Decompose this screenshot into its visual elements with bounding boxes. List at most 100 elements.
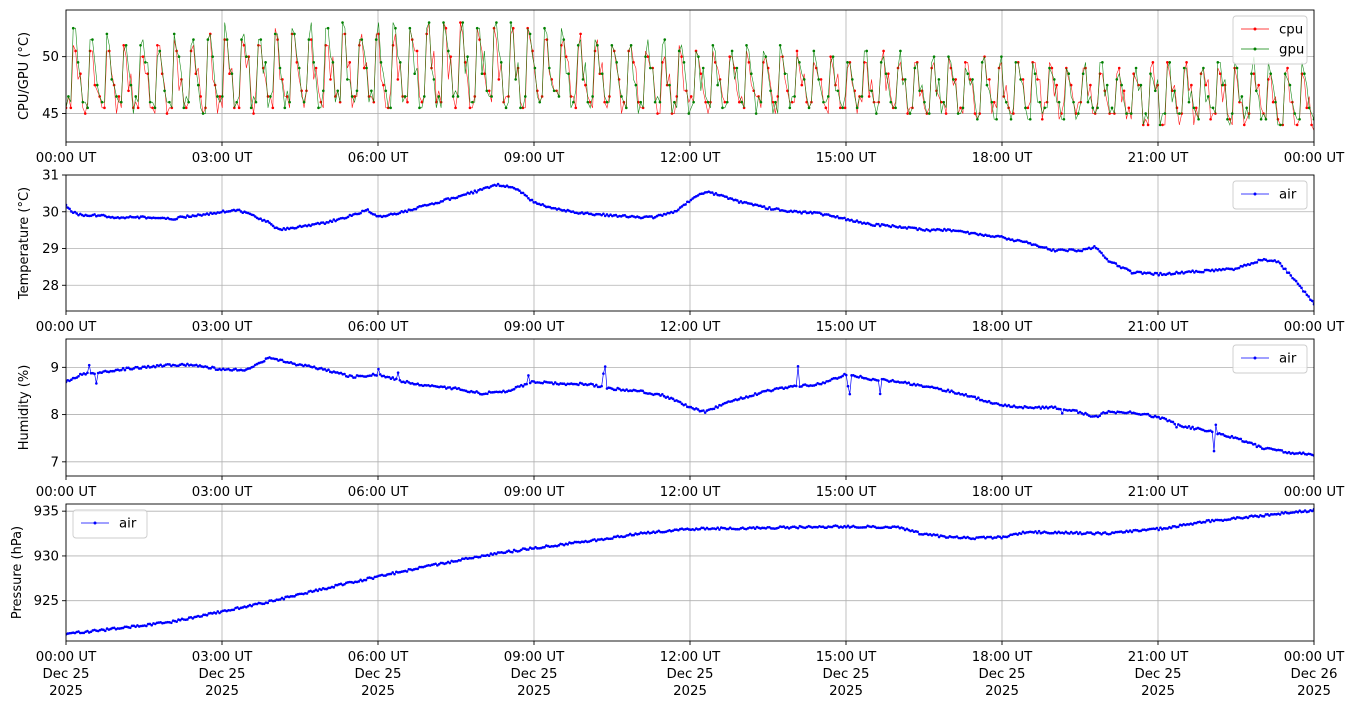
data-point-air xyxy=(594,539,598,543)
data-point-air xyxy=(205,365,209,369)
data-point-air xyxy=(86,371,89,375)
data-point-gpu xyxy=(596,43,599,47)
data-point-gpu xyxy=(163,89,166,93)
data-point-gpu xyxy=(331,61,335,64)
data-point-gpu xyxy=(418,106,421,110)
data-point-air xyxy=(518,189,521,192)
data-point-air xyxy=(664,213,668,216)
data-point-air xyxy=(1007,534,1010,538)
data-point-air xyxy=(1069,530,1073,534)
data-point-gpu xyxy=(398,61,402,64)
data-point-air xyxy=(891,378,894,382)
data-point-gpu xyxy=(456,95,460,98)
y-tick-label: 925 xyxy=(34,594,59,609)
data-point-air xyxy=(216,610,220,613)
data-point-cpu xyxy=(362,66,366,70)
data-point-air xyxy=(739,199,743,203)
data-point-air xyxy=(703,411,707,414)
data-point-cpu xyxy=(1050,66,1054,70)
data-point-air xyxy=(541,381,545,385)
data-point-air xyxy=(237,208,241,212)
legend: air xyxy=(1232,180,1308,210)
data-point-air xyxy=(389,572,393,576)
data-point-air xyxy=(671,211,675,215)
data-point-air xyxy=(1003,403,1007,406)
data-point-gpu xyxy=(1245,106,1248,110)
data-point-gpu xyxy=(552,89,556,93)
data-point-air xyxy=(782,525,786,528)
x-tick-date-label: Dec 25 xyxy=(199,667,246,682)
data-point-air xyxy=(1250,441,1253,445)
data-point-gpu xyxy=(408,26,412,30)
data-point-air xyxy=(948,228,952,231)
x-tick-year-label: 2025 xyxy=(673,684,707,699)
data-point-gpu xyxy=(653,100,657,104)
data-point-cpu xyxy=(1089,83,1092,87)
data-point-air xyxy=(518,385,521,388)
data-point-air xyxy=(293,362,296,366)
data-point-air xyxy=(919,384,923,387)
data-point-air xyxy=(184,216,187,219)
data-point-air xyxy=(1037,405,1041,409)
data-point-air xyxy=(662,394,666,398)
data-point-cpu xyxy=(444,26,448,30)
data-point-cpu xyxy=(704,100,707,104)
data-point-gpu xyxy=(846,61,849,64)
data-point-air xyxy=(625,388,628,391)
data-point-air xyxy=(714,527,718,531)
data-point-gpu xyxy=(1062,117,1066,121)
data-point-air xyxy=(1114,411,1118,415)
data-point-gpu xyxy=(1187,100,1191,104)
data-point-air xyxy=(259,217,262,220)
data-point-cpu xyxy=(1012,112,1015,115)
data-point-gpu xyxy=(249,106,253,110)
data-point-cpu xyxy=(348,61,352,64)
series-line-gpu xyxy=(66,22,1314,126)
data-point-gpu xyxy=(1115,78,1119,81)
data-point-air xyxy=(703,527,707,531)
y-tick-label: 29 xyxy=(42,242,59,257)
data-point-gpu xyxy=(182,106,186,110)
data-point-cpu xyxy=(1122,89,1126,93)
x-tick-year-label: 2025 xyxy=(1141,684,1175,699)
data-point-air xyxy=(605,213,609,216)
data-point-air xyxy=(521,385,525,388)
data-point-gpu xyxy=(1149,72,1152,76)
data-point-air xyxy=(1214,423,1218,427)
data-point-air xyxy=(550,381,553,384)
data-point-air xyxy=(1080,249,1084,253)
x-tick-label: 18:00 UT xyxy=(972,485,1033,500)
y-tick-label: 7 xyxy=(51,455,59,470)
data-point-cpu xyxy=(83,112,87,115)
data-point-air xyxy=(1007,403,1010,407)
data-point-air xyxy=(943,227,946,231)
data-point-air xyxy=(323,222,327,226)
data-point-gpu xyxy=(172,32,176,36)
data-point-air xyxy=(719,404,723,407)
data-point-air xyxy=(448,561,452,565)
data-point-air xyxy=(457,387,461,390)
data-point-air xyxy=(716,406,719,409)
data-point-air xyxy=(1210,430,1214,434)
data-point-cpu xyxy=(74,49,77,53)
data-point-cpu xyxy=(545,38,549,41)
data-point-air xyxy=(334,583,337,587)
x-tick-label: 12:00 UT xyxy=(660,320,721,335)
data-point-air xyxy=(1127,530,1130,534)
data-point-air xyxy=(1298,509,1302,512)
data-point-air xyxy=(268,221,271,225)
data-point-cpu xyxy=(593,49,597,53)
data-point-gpu xyxy=(1216,61,1220,64)
data-point-air xyxy=(339,371,343,375)
data-point-air xyxy=(957,391,961,395)
data-point-air xyxy=(1212,449,1216,453)
data-point-air xyxy=(1278,513,1282,516)
data-point-air xyxy=(1103,531,1107,534)
data-point-air xyxy=(702,409,705,412)
data-point-air xyxy=(1264,258,1268,262)
data-point-air xyxy=(928,229,932,233)
data-point-air xyxy=(771,388,775,392)
legend: air xyxy=(1232,344,1308,374)
data-point-cpu xyxy=(1209,117,1212,121)
data-point-air xyxy=(946,388,950,392)
